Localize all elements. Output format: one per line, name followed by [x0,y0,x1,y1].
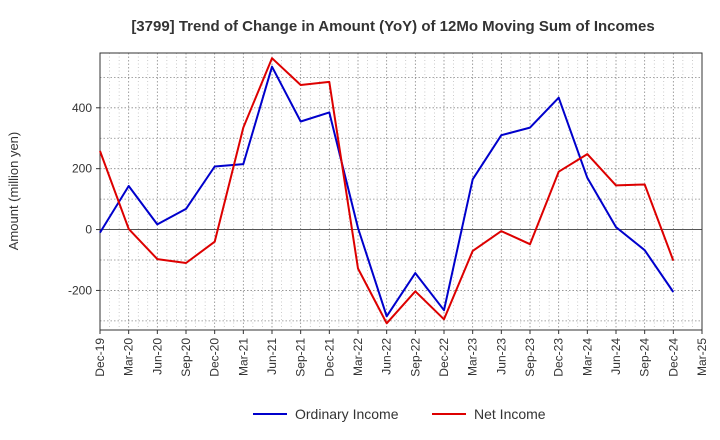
x-tick-label: Mar-21 [236,338,250,376]
x-tick-label: Jun-22 [380,338,394,375]
x-tick-label: Sep-24 [638,338,652,377]
x-tick-label: Jun-21 [265,338,279,375]
x-tick-label: Dec-24 [666,338,680,377]
x-axis-ticks: Dec-19 Mar-20 Jun-20 Sep-20 Dec-20 Mar-21 Jun-… [93,330,709,377]
x-tick-label: Mar-25 [695,338,709,376]
x-tick-label: Dec-22 [437,338,451,377]
x-tick-label: Jun-23 [494,338,508,375]
x-tick-label: Mar-23 [466,338,480,376]
x-tick-label: Jun-20 [150,338,164,375]
legend: Ordinary Income Net Income [253,406,546,422]
x-tick-label: Sep-23 [523,338,537,377]
y-axis-label: Amount (million yen) [6,132,21,251]
x-tick-label: Mar-22 [351,338,365,376]
x-tick-label: Sep-20 [179,338,193,377]
plot-frame [99,52,703,331]
legend-label: Ordinary Income [295,406,399,422]
y-tick-label: 0 [85,223,92,237]
y-axis-ticks: -200 0 200 400 [68,101,100,297]
x-tick-label: Dec-19 [93,338,107,377]
x-tick-label: Sep-22 [408,338,422,377]
legend-label: Net Income [474,406,546,422]
x-tick-label: Sep-21 [294,338,308,377]
chart-title: [3799] Trend of Change in Amount (YoY) o… [131,18,654,35]
x-tick-label: Jun-24 [609,338,623,375]
x-tick-label: Dec-21 [322,338,336,377]
series-line-ordinary-income [99,65,675,318]
x-tick-label: Mar-20 [122,338,136,376]
gridlines [100,53,702,330]
series-lines [99,57,675,325]
x-tick-label: Dec-20 [208,338,222,377]
y-tick-label: -200 [68,283,92,297]
x-tick-label: Dec-23 [552,338,566,377]
y-tick-label: 200 [72,162,92,176]
y-tick-label: 400 [72,101,92,115]
x-tick-label: Mar-24 [580,338,594,376]
